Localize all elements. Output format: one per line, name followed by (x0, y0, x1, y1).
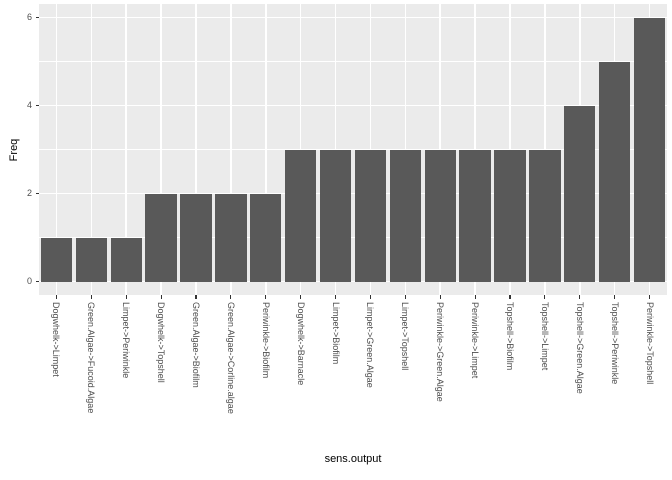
category-gridline (90, 4, 93, 295)
major-gridline (39, 192, 667, 195)
bar (424, 149, 456, 282)
x-tick-mark (265, 295, 267, 299)
x-tick-mark (509, 295, 511, 299)
x-axis-title: sens.output (324, 453, 382, 465)
x-tick-mark (474, 295, 476, 299)
major-gridline (39, 16, 667, 19)
x-tick-label: Periwinkle->Topshell (644, 301, 655, 384)
x-tick-mark (649, 295, 651, 299)
x-tick-label: Green.Algae->Fucoid.Algae (86, 301, 97, 413)
bar (598, 61, 631, 282)
bar (354, 149, 387, 282)
bar (389, 149, 422, 282)
y-tick-label: 4 (26, 100, 32, 110)
bar (459, 149, 491, 282)
minor-gridline (39, 61, 667, 62)
x-tick-label: Periwinkle->Limpet (470, 301, 481, 378)
x-tick-label: Dogwhelk->Barnacle (295, 301, 306, 385)
x-tick-label: Limpet->Topshell (400, 301, 411, 370)
y-axis-title: Freq (8, 138, 20, 161)
category-gridline (265, 4, 267, 295)
bar (494, 149, 526, 282)
x-tick-label: Topshell->Biofilm (505, 301, 515, 370)
bar (180, 193, 212, 282)
bar (319, 149, 352, 282)
minor-gridline (39, 237, 667, 238)
category-gridline (160, 4, 162, 295)
x-tick-label: Limpet->Biofilm (330, 301, 341, 364)
x-tick-label: Green.Algae->Biofilm (191, 301, 201, 388)
x-tick-mark (369, 295, 371, 299)
x-tick-mark (300, 295, 302, 299)
minor-gridline (39, 149, 667, 150)
y-tick-mark (35, 192, 39, 195)
x-tick-mark (544, 295, 546, 299)
y-tick-label: 2 (26, 188, 32, 198)
x-tick-label: Topshell->Periwinkle (609, 301, 620, 384)
x-tick-mark (614, 295, 616, 299)
x-tick-label: Limpet->Periwinkle (121, 301, 132, 378)
bar (529, 149, 561, 282)
bar (284, 149, 317, 282)
bar (110, 237, 142, 282)
x-tick-mark (55, 295, 57, 299)
x-tick-mark (160, 295, 162, 299)
x-tick-mark (335, 295, 337, 299)
bar (564, 105, 596, 282)
y-tick-mark (35, 104, 39, 107)
x-tick-mark (195, 295, 197, 299)
bar (250, 193, 282, 282)
x-tick-mark (90, 295, 92, 299)
x-tick-mark (404, 295, 406, 299)
bar (145, 193, 177, 282)
x-tick-mark (439, 295, 441, 299)
plot-panel (39, 4, 667, 295)
y-tick-label: 0 (26, 276, 32, 286)
bar (633, 17, 666, 282)
x-tick-label: Green.Algae->Corline.algae (225, 301, 236, 414)
x-tick-mark (230, 295, 232, 299)
category-gridline (195, 4, 197, 295)
x-tick-label: Periwinkle->Biofilm (260, 301, 271, 378)
x-tick-label: Periwinkle->Green.Algae (435, 301, 446, 402)
y-tick-mark (35, 16, 39, 19)
x-tick-label: Topshell->Limpet (539, 301, 550, 370)
x-tick-label: Dogwhelk->Limpet (51, 301, 62, 377)
x-tick-label: Dogwhelk->Topshell (156, 301, 167, 383)
major-gridline (39, 104, 667, 107)
category-gridline (230, 4, 232, 295)
bar (40, 237, 73, 282)
y-tick-label: 6 (26, 12, 32, 22)
bar (75, 237, 108, 282)
major-gridline (39, 280, 667, 283)
bar (215, 193, 247, 282)
category-gridline (125, 4, 127, 295)
category-gridline (55, 4, 58, 295)
x-tick-label: Limpet->Green.Algae (365, 301, 376, 388)
x-tick-mark (579, 295, 581, 299)
x-tick-label: Topshell->Green.Algae (574, 301, 585, 394)
x-tick-mark (125, 295, 127, 299)
y-tick-mark (35, 280, 39, 283)
